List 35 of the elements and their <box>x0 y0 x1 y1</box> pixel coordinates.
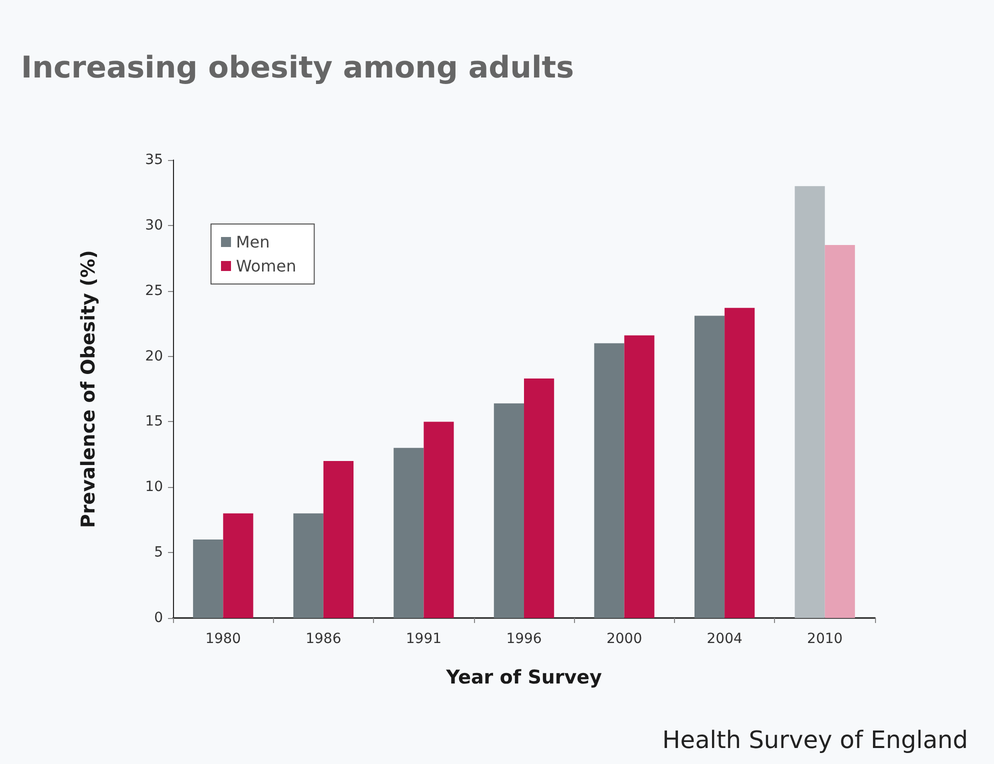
bar <box>624 335 654 618</box>
bar <box>724 308 755 618</box>
bar <box>594 343 624 618</box>
x-tick-label: 1986 <box>306 631 342 647</box>
bar <box>323 460 354 618</box>
y-tick-label: 35 <box>145 152 163 168</box>
legend-label: Women <box>236 256 296 276</box>
chart-title: Increasing obesity among adults <box>21 50 574 86</box>
bar <box>223 513 254 618</box>
bar <box>193 539 224 618</box>
y-tick-label: 0 <box>154 610 163 626</box>
text: Health Survey of England <box>662 726 968 754</box>
y-tick-label: 5 <box>154 544 163 561</box>
x-tick-label: 1980 <box>205 631 241 647</box>
bar <box>694 316 725 618</box>
bar <box>794 186 825 618</box>
y-axis-title: Prevalence of Obesity (%) <box>78 250 100 528</box>
bar <box>494 403 524 618</box>
y-tick-label: 10 <box>145 479 163 496</box>
x-tick-label: 2000 <box>606 631 642 647</box>
bar <box>424 422 454 618</box>
y-tick-label: 30 <box>145 217 163 234</box>
x-tick-label: 2004 <box>706 631 742 647</box>
y-tick-label: 25 <box>145 282 163 299</box>
y-tick-label: 20 <box>145 348 163 364</box>
legend-label: Men <box>236 232 270 252</box>
y-tick-label: 15 <box>145 414 163 430</box>
bar <box>524 378 554 618</box>
bar <box>824 245 855 618</box>
x-axis-title: Year of Survey <box>445 666 603 688</box>
x-tick-label: 2010 <box>807 631 843 647</box>
bar <box>394 448 424 618</box>
x-tick-label: 1991 <box>406 631 442 647</box>
x-tick-label: 1996 <box>506 631 542 647</box>
bar <box>293 513 324 618</box>
